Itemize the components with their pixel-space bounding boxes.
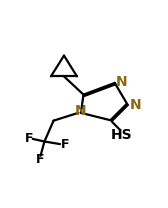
Text: F: F	[61, 138, 70, 151]
Text: N: N	[130, 98, 141, 112]
Text: F: F	[25, 132, 33, 145]
Text: N: N	[74, 104, 86, 118]
Text: HS: HS	[110, 128, 132, 142]
Text: N: N	[116, 75, 128, 89]
Text: F: F	[36, 153, 45, 166]
